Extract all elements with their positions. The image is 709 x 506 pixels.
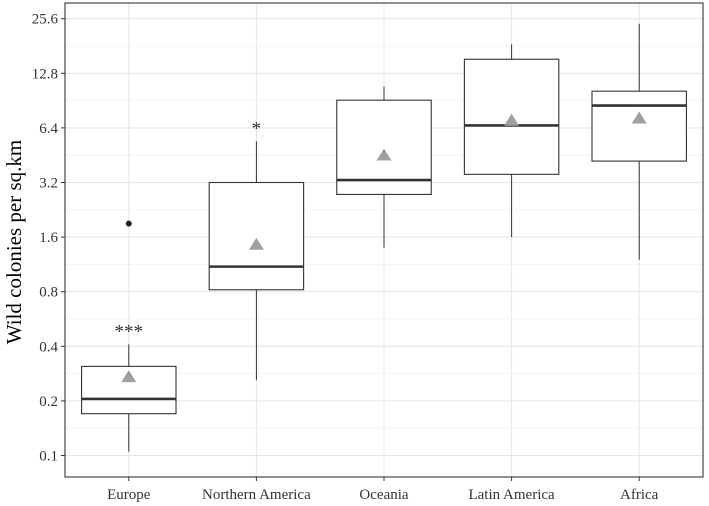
y-tick-label: 0.8 <box>39 285 58 301</box>
x-axis: Europe Northern America Oceania Latin Ameri… <box>107 477 659 503</box>
mean-marker <box>248 237 264 250</box>
mean-marker <box>504 113 520 126</box>
significance-annotation: *** <box>115 321 144 342</box>
outlier-point <box>125 220 132 227</box>
mean-marker <box>376 148 392 161</box>
y-tick-label: 3.2 <box>39 176 58 192</box>
box-group <box>591 23 687 260</box>
box-iqr <box>591 90 687 162</box>
boxes-layer: **** <box>81 23 687 452</box>
box-group: *** <box>81 220 177 452</box>
box-iqr <box>208 181 305 291</box>
x-tick-label: Oceania <box>359 487 408 503</box>
y-tick-label: 0.1 <box>39 449 58 465</box>
y-tick-label: 0.4 <box>39 339 58 355</box>
mean-marker <box>121 370 137 383</box>
x-tick-label: Europe <box>107 487 151 503</box>
box-group <box>463 44 560 238</box>
box-group: * <box>208 118 305 381</box>
box-iqr <box>336 99 432 195</box>
x-tick-label: Northern America <box>202 487 311 503</box>
y-tick-label: 12.8 <box>32 66 58 82</box>
mean-marker <box>631 111 647 124</box>
y-tick-label: 25.6 <box>32 12 59 28</box>
y-tick-label: 1.6 <box>39 230 58 246</box>
y-tick-label: 6.4 <box>39 121 58 137</box>
y-tick-label: 0.2 <box>39 394 58 410</box>
x-tick-label: Africa <box>620 487 659 503</box>
x-tick-label: Latin America <box>468 487 555 503</box>
significance-annotation: * <box>252 118 262 139</box>
y-axis: 0.1 0.2 0.4 0.8 1.6 3.2 6.4 12.8 25.6 <box>32 12 65 465</box>
box-group <box>336 86 432 248</box>
y-axis-label: Wild colonies per sq.km <box>2 140 26 344</box>
